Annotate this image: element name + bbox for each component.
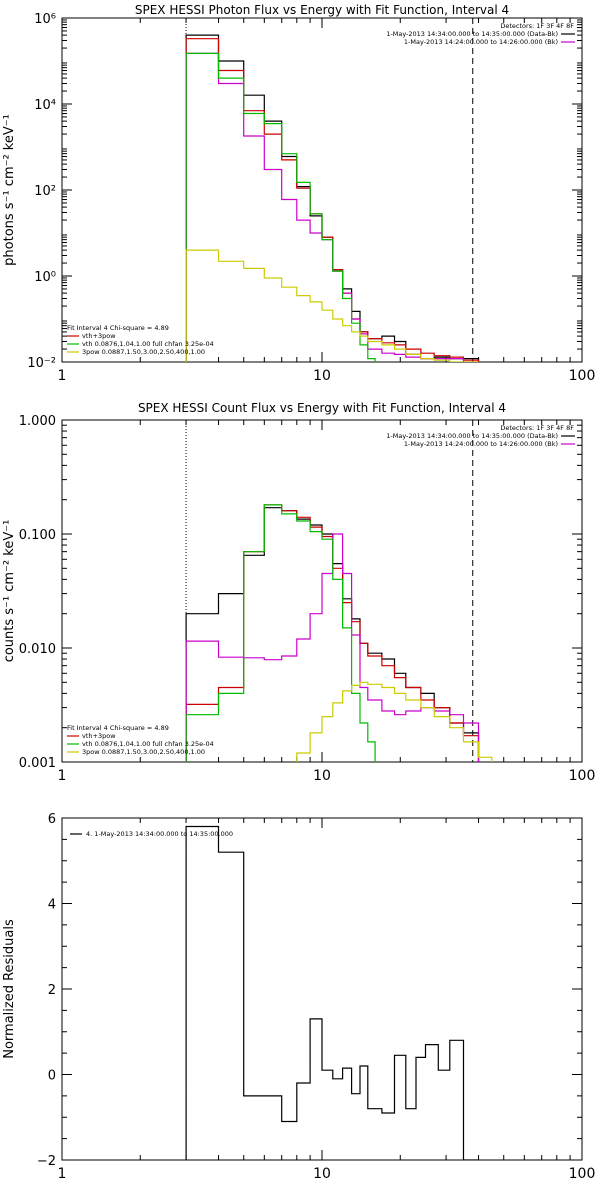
- legend-entry: 1-May-2013 14:24:00.000 to 14:26:00.000 …: [404, 38, 558, 46]
- x-tick-label: 100: [569, 1166, 596, 1182]
- y-tick-label: 10⁴: [34, 98, 56, 113]
- legend-entry: vth 0.0876,1.04,1.00 full chfan 3.25e-04: [82, 740, 214, 748]
- fit-summary: Fit Interval 4 Chi-square = 4.89: [67, 724, 169, 732]
- y-axis-label: Normalized Residuals: [2, 919, 17, 1059]
- chart-title: SPEX HESSI Count Flux vs Energy with Fit…: [138, 401, 506, 415]
- y-tick-label: 10⁻²: [27, 356, 56, 371]
- x-tick-label: 1: [58, 768, 67, 784]
- legend-entry: 3pow 0.0887,1.50,3.00,2.50,400,1.00: [82, 748, 205, 756]
- y-tick-label: 10²: [34, 184, 56, 199]
- y-tick-label: 0.100: [19, 528, 56, 543]
- fit-summary: Fit Interval 4 Chi-square = 4.89: [67, 324, 169, 332]
- y-tick-label: 6: [48, 812, 56, 827]
- x-tick-label: 10: [313, 1166, 331, 1182]
- x-tick-label: 10: [313, 368, 331, 384]
- plot-frame: [61, 817, 583, 1161]
- series-line-4: [185, 249, 479, 362]
- legend-entry: Detectors: 1F 3F 4F 8F: [500, 424, 574, 432]
- series-line-0: [185, 825, 479, 1160]
- x-tick-label: 1: [58, 1166, 67, 1182]
- count-flux-panel: SPEX HESSI Count Flux vs Energy with Fit…: [2, 401, 595, 784]
- legend-entry: 3pow 0.0887,1.50,3.00,2.50,400,1.00: [82, 348, 205, 356]
- y-tick-label: 0: [48, 1069, 56, 1084]
- series-line-3: [185, 504, 376, 762]
- chart-title: SPEX HESSI Photon Flux vs Energy with Fi…: [135, 3, 509, 17]
- legend-entry: 1-May-2013 14:34:00.000 to 14:35:00.000 …: [386, 432, 558, 440]
- photon-flux-panel: SPEX HESSI Photon Flux vs Energy with Fi…: [2, 3, 595, 384]
- legend-top: Detectors: 1F 3F 4F 8F1-May-2013 14:34:0…: [386, 424, 575, 448]
- series-group: [185, 504, 493, 762]
- series-line-4: [296, 681, 493, 762]
- x-tick-label: 1: [58, 368, 67, 384]
- y-tick-label: 4: [48, 898, 56, 913]
- y-tick-label: −2: [37, 1154, 56, 1169]
- y-tick-label: 2: [48, 983, 56, 998]
- legend-entry: vth 0.0876,1.04,1.00 full chfan 3.25e-04: [82, 340, 214, 348]
- y-tick-label: 1.000: [19, 414, 56, 429]
- legend-top: 4. 1-May-2013 14:34:00.000 to 14:35:00.0…: [70, 830, 233, 838]
- series-group: [185, 34, 480, 362]
- series-group: [185, 825, 479, 1160]
- legend-entry: 1-May-2013 14:34:00.000 to 14:35:00.000 …: [386, 30, 558, 38]
- legend-fit: Fit Interval 4 Chi-square = 4.89vth+3pow…: [67, 724, 214, 756]
- legend-top: Detectors: 1F 3F 4F 8F1-May-2013 14:34:0…: [386, 22, 575, 46]
- x-tick-label: 100: [569, 768, 596, 784]
- legend-entry: vth+3pow: [82, 332, 116, 340]
- legend-entry: Detectors: 1F 3F 4F 8F: [500, 22, 574, 30]
- residuals-panel: 1 10 100 −2 0 2 4 6 Normalized Residuals 4. 1-May…: [2, 812, 595, 1182]
- y-axis-label: counts s⁻¹ cm⁻² keV⁻¹: [2, 520, 17, 663]
- y-tick-label: 0.001: [19, 756, 56, 771]
- legend-entry: vth+3pow: [82, 732, 116, 740]
- x-tick-label: 100: [569, 368, 596, 384]
- legend-fit: Fit Interval 4 Chi-square = 4.89vth+3pow…: [67, 324, 214, 356]
- y-tick-label: 0.010: [19, 642, 56, 657]
- y-tick-label: 10⁶: [34, 12, 56, 27]
- legend-entry: 1-May-2013 14:24:00.000 to 14:26:00.000 …: [404, 440, 558, 448]
- y-axis-label: photons s⁻¹ cm⁻² keV⁻¹: [2, 114, 17, 266]
- x-tick-label: 10: [313, 768, 331, 784]
- legend-entry: 4. 1-May-2013 14:34:00.000 to 14:35:00.0…: [86, 830, 233, 838]
- series-line-3: [185, 52, 376, 362]
- y-tick-label: 10⁰: [34, 270, 56, 285]
